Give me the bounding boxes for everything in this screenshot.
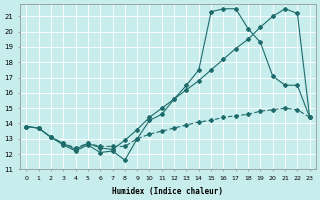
X-axis label: Humidex (Indice chaleur): Humidex (Indice chaleur)	[112, 187, 223, 196]
